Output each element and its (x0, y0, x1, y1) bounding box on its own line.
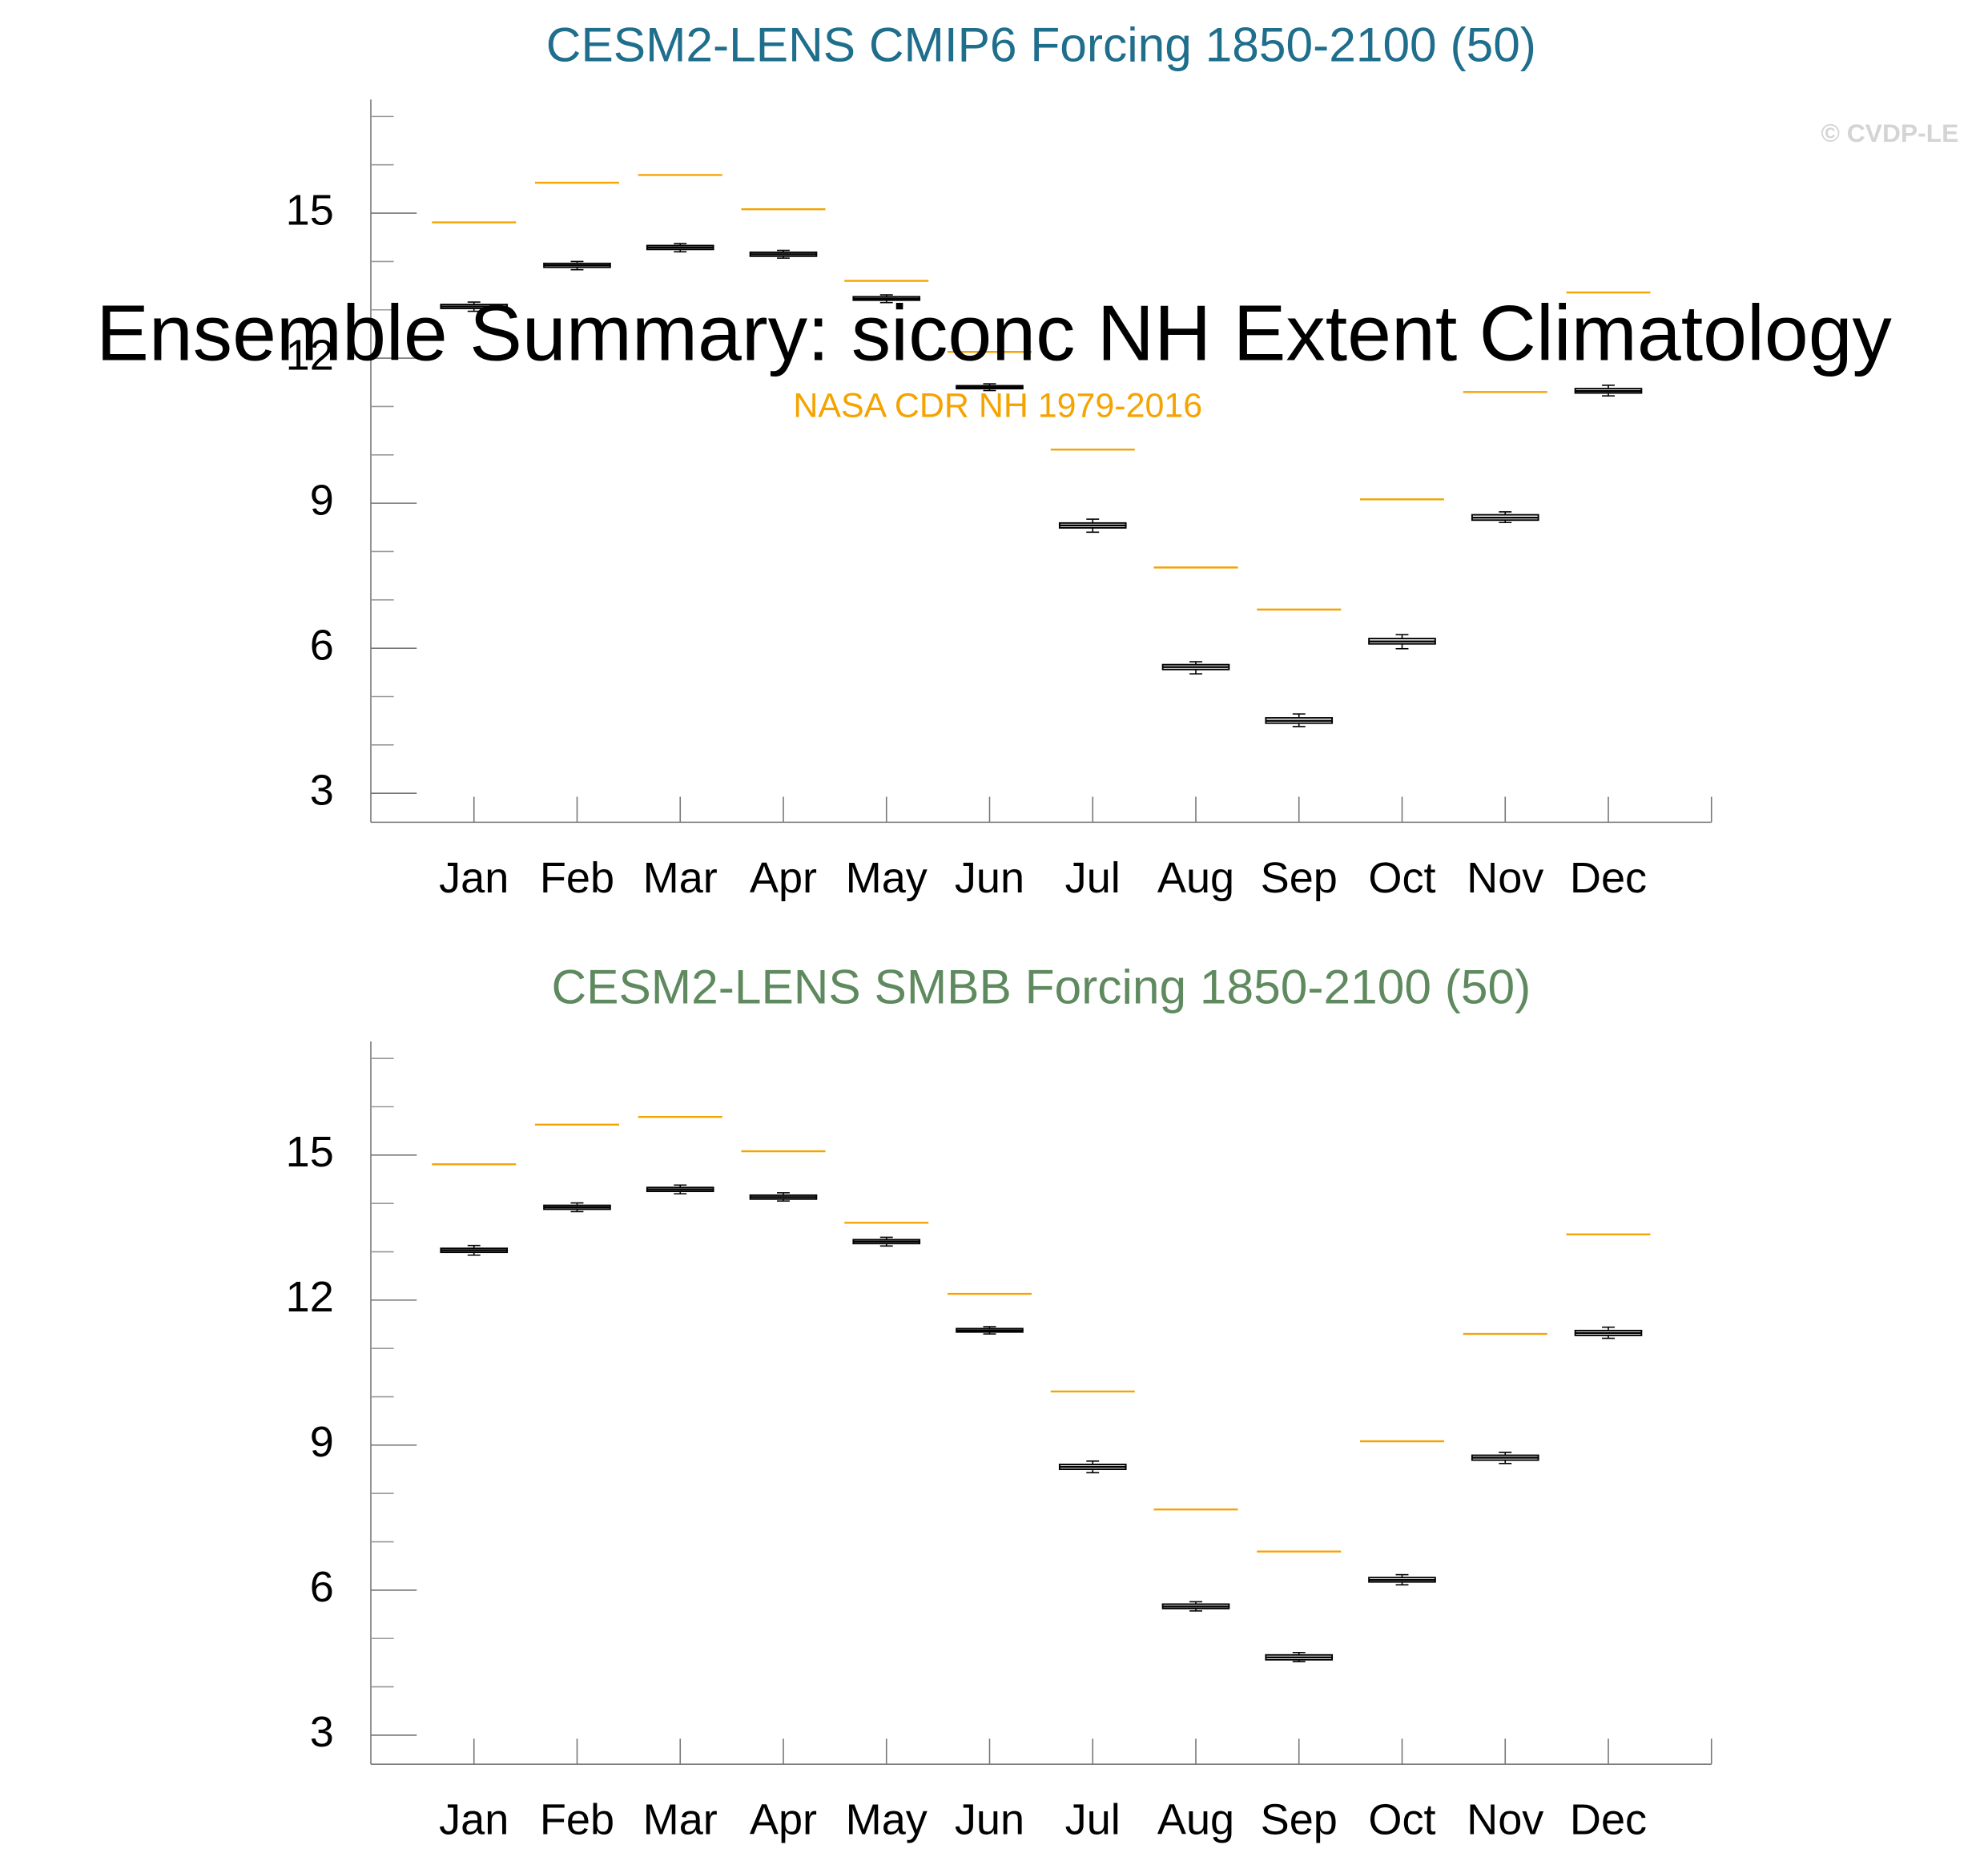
panel-title: CESM2-LENS SMBB Forcing 1850-2100 (50) (552, 959, 1531, 1013)
x-tick-label: Jun (955, 1796, 1024, 1844)
x-tick-label: Jul (1065, 854, 1121, 902)
y-tick-label: 12 (286, 1273, 334, 1321)
x-tick-label: Oct (1368, 1796, 1435, 1844)
x-tick-label: Sep (1261, 854, 1338, 902)
y-tick-label: 15 (286, 186, 334, 234)
y-tick-label: 15 (286, 1128, 334, 1176)
y-tick-label: 12 (286, 331, 334, 379)
x-tick-label: Apr (750, 854, 817, 902)
x-tick-label: Jun (955, 854, 1024, 902)
main-title: Ensemble Summary: siconc NH Extent Clima… (96, 288, 1892, 377)
x-tick-label: Jan (439, 1796, 509, 1844)
x-tick-label: Nov (1467, 1796, 1543, 1844)
x-tick-label: Mar (643, 1796, 718, 1844)
y-tick-label: 9 (310, 1418, 334, 1466)
y-tick-label: 6 (310, 1563, 334, 1611)
x-tick-label: Dec (1570, 854, 1647, 902)
x-tick-label: Dec (1570, 1796, 1647, 1844)
y-tick-label: 3 (310, 1708, 334, 1756)
y-tick-label: 6 (310, 621, 334, 669)
x-tick-label: Nov (1467, 854, 1543, 902)
x-tick-label: Apr (750, 1796, 817, 1844)
x-tick-label: Aug (1157, 1796, 1234, 1844)
x-tick-label: Sep (1261, 1796, 1338, 1844)
x-tick-label: Oct (1368, 854, 1435, 902)
watermark: © CVDP-LE (1821, 119, 1958, 147)
x-tick-label: Aug (1157, 854, 1234, 902)
x-tick-label: Jan (439, 854, 509, 902)
x-tick-label: Feb (540, 1796, 614, 1844)
x-tick-label: May (846, 854, 928, 902)
subtitle: NASA CDR NH 1979-2016 (793, 387, 1202, 425)
x-tick-label: Jul (1065, 1796, 1121, 1844)
x-tick-label: Feb (540, 854, 614, 902)
y-tick-label: 3 (310, 766, 334, 814)
y-tick-label: 9 (310, 476, 334, 524)
panel-title: CESM2-LENS CMIP6 Forcing 1850-2100 (50) (546, 18, 1536, 72)
x-tick-label: May (846, 1796, 928, 1844)
x-tick-label: Mar (643, 854, 718, 902)
